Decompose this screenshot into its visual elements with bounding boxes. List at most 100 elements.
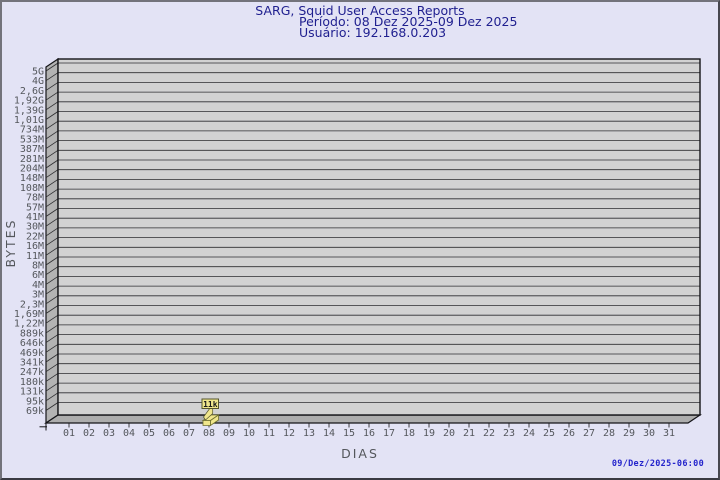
x-tick-label: 10 xyxy=(243,428,255,439)
y-tick-label: 1,01G xyxy=(14,115,44,126)
x-tick-label: 29 xyxy=(623,428,635,439)
wall-tick xyxy=(45,246,59,256)
wall-tick xyxy=(45,208,59,217)
y-tick-label: 148M xyxy=(20,173,44,184)
x-tick-label: 11 xyxy=(263,428,275,439)
wall-tick xyxy=(45,111,59,120)
x-tick-label: 27 xyxy=(583,428,595,439)
x-tick-label: 07 xyxy=(183,428,195,439)
x-tick-label: 06 xyxy=(163,428,175,439)
x-tick-label: 05 xyxy=(143,428,155,439)
y-tick-label: 3M xyxy=(32,290,44,301)
y-tick-label: 341k xyxy=(20,358,44,369)
x-tick-label: 01 xyxy=(63,428,75,439)
x-tick-label: 17 xyxy=(383,428,395,439)
wall-tick xyxy=(45,285,59,295)
x-tick-label: 12 xyxy=(283,428,295,439)
y-tick-label: 387M xyxy=(20,144,44,155)
wall-tick xyxy=(45,353,59,363)
bar-value-callout: 11k xyxy=(201,398,219,421)
x-tick-label: 02 xyxy=(83,428,95,439)
wall-tick xyxy=(45,295,59,305)
x-tick-label: 08 xyxy=(203,428,215,439)
y-tick-label: 108M xyxy=(20,183,44,194)
wall-tick xyxy=(45,266,59,276)
x-tick-label: 20 xyxy=(443,428,455,439)
x-tick-label: 09 xyxy=(223,428,235,439)
y-tick-label: 78M xyxy=(26,193,44,204)
y-tick-label: 646k xyxy=(20,338,44,349)
gridlines xyxy=(45,62,700,411)
y-tick-label: 889k xyxy=(20,328,44,339)
y-tick-label: 533M xyxy=(20,134,44,145)
y-tick-label: 204M xyxy=(20,164,44,175)
y-tick-label: 131k xyxy=(20,387,44,398)
wall-tick xyxy=(45,343,59,353)
x-tick-label: 19 xyxy=(423,428,435,439)
bar-front-face xyxy=(202,420,211,426)
y-tick-label: 1,39G xyxy=(14,105,44,116)
y-tick-label: 734M xyxy=(20,125,44,136)
y-tick-label: 11M xyxy=(26,251,44,262)
wall-tick xyxy=(45,363,59,373)
wall-tick xyxy=(45,188,59,198)
wall-tick xyxy=(45,227,59,237)
y-tick-label: 1,69M xyxy=(14,309,44,320)
y-tick-label: 30M xyxy=(26,222,44,233)
wall-tick xyxy=(45,276,59,285)
y-tick-label: 22M xyxy=(26,231,44,242)
report-timestamp: 09/Dez/2025-06:00 xyxy=(611,459,704,469)
wall-tick xyxy=(45,101,59,111)
x-tick-label: 26 xyxy=(563,428,575,439)
x-tick-label: 18 xyxy=(403,428,415,439)
wall-tick xyxy=(45,217,59,227)
x-tick-label: 30 xyxy=(643,428,655,439)
wall-tick xyxy=(45,120,59,130)
chart-panel-border xyxy=(57,58,701,416)
wall-tick xyxy=(45,82,59,91)
wall-tick xyxy=(45,62,59,72)
y-tick-label: 1,92G xyxy=(14,96,44,107)
x-tick-label: 21 xyxy=(463,428,475,439)
y-tick-label: 41M xyxy=(26,212,44,223)
wall-tick xyxy=(45,314,59,324)
wall-tick xyxy=(45,159,59,169)
y-tick-label: 247k xyxy=(20,367,44,378)
wall-tick xyxy=(45,130,59,140)
callout-box xyxy=(201,398,219,409)
y-tick-label: 180k xyxy=(20,377,44,388)
wall-tick xyxy=(45,334,59,343)
y-axis-tick-labels: 5G4G2,6G1,92G1,39G1,01G734M533M387M281M2… xyxy=(14,67,44,418)
y-tick-label: 2,3M xyxy=(20,299,44,310)
y-tick-label: 5G xyxy=(32,67,44,78)
wall-tick xyxy=(45,198,59,208)
y-tick-label: 8M xyxy=(32,261,44,272)
y-tick-label: 4M xyxy=(32,280,44,291)
x-tick-label: 28 xyxy=(603,428,615,439)
y-tick-label: 6M xyxy=(32,270,44,281)
x-tick-label: 14 xyxy=(323,428,335,439)
x-tick-label: 15 xyxy=(343,428,355,439)
callout-value: 11k xyxy=(203,400,218,409)
wall-tick xyxy=(45,149,59,159)
wall-tick xyxy=(45,324,59,334)
y-tick-label: 469k xyxy=(20,348,44,359)
x-tick-label: 03 xyxy=(103,428,115,439)
wall-tick xyxy=(45,140,59,149)
y-tick-label: 95k xyxy=(26,396,44,407)
x-tick-label: 25 xyxy=(543,428,555,439)
chart-floor xyxy=(44,414,702,424)
wall-tick xyxy=(45,237,59,246)
x-axis-title: DIAS xyxy=(341,446,379,461)
report-title: SARG, Squid User Access Reports xyxy=(255,3,465,18)
y-tick-label: 16M xyxy=(26,241,44,252)
x-tick-label: 13 xyxy=(303,428,315,439)
wall-tick xyxy=(45,256,59,266)
x-tick-label: 04 xyxy=(123,428,135,439)
y-tick-label: 281M xyxy=(20,154,44,165)
wall-tick xyxy=(45,169,59,179)
report-period: Período: 08 Dez 2025-09 Dez 2025 xyxy=(299,14,518,29)
chart-panel xyxy=(58,59,700,415)
